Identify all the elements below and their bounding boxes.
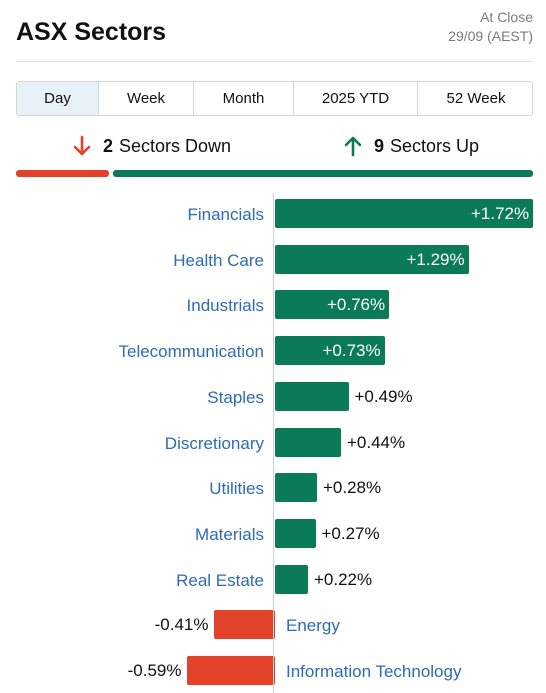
sector-label-materials[interactable]: Materials xyxy=(195,524,264,544)
sectors-up-summary: 9 Sectors Up xyxy=(342,135,479,157)
header-divider xyxy=(16,61,533,62)
sector-label-telecommunication[interactable]: Telecommunication xyxy=(118,342,264,362)
bar-financials xyxy=(275,199,533,228)
bar-utilities xyxy=(275,473,317,503)
tab-day[interactable]: Day xyxy=(17,82,99,115)
bar-information-technology xyxy=(186,656,275,685)
value-label-telecommunication: +0.73% xyxy=(322,341,381,361)
bar-real-estate xyxy=(275,564,308,594)
value-label-discretionary: +0.44% xyxy=(347,432,406,452)
sector-label-health-care[interactable]: Health Care xyxy=(173,250,264,270)
tab-52-week[interactable]: 52 Week xyxy=(446,90,506,107)
sector-label-information-technology[interactable]: Information Technology xyxy=(286,662,462,681)
sector-label-energy[interactable]: Energy xyxy=(286,616,340,636)
sector-label-discretionary[interactable]: Discretionary xyxy=(164,433,264,453)
close-status: At Close xyxy=(480,9,533,25)
sector-label-staples[interactable]: Staples xyxy=(207,387,264,407)
close-date: 29/09 (AEST) xyxy=(448,28,533,44)
arrow-down-icon xyxy=(73,135,91,156)
tab-month[interactable]: Month xyxy=(194,82,294,115)
tab-2025-ytd[interactable]: 2025 YTD xyxy=(294,82,418,115)
sectors-down-summary: 2 Sectors Down xyxy=(71,135,231,157)
tab-week[interactable]: Week xyxy=(99,82,194,115)
sector-label-utilities[interactable]: Utilities xyxy=(209,479,264,499)
sectors-down-label: Sectors Down xyxy=(119,135,232,156)
bar-telecommunication xyxy=(275,336,385,366)
bar-health-care xyxy=(275,244,469,274)
period-tabs: Day Week Month 2025 YTD 52 Week xyxy=(16,81,533,116)
sector-label-financials[interactable]: Financials xyxy=(187,205,264,224)
value-label-utilities: +0.28% xyxy=(323,478,382,498)
sectors-down-count: 2 xyxy=(103,135,114,156)
value-label-health-care: +1.29% xyxy=(406,249,465,269)
value-label-energy: -0.41% xyxy=(154,615,209,635)
sector-label-industrials[interactable]: Industrials xyxy=(186,296,264,316)
sector-label-real-estate[interactable]: Real Estate xyxy=(176,570,264,590)
bar-energy xyxy=(213,610,275,640)
value-label-real-estate: +0.22% xyxy=(314,569,373,589)
zero-axis-line xyxy=(273,193,274,693)
bar-staples xyxy=(275,381,349,411)
sectors-up-count: 9 xyxy=(374,135,385,156)
page-title: ASX Sectors xyxy=(16,18,167,46)
bar-materials xyxy=(275,518,316,548)
value-label-materials: +0.27% xyxy=(321,523,380,543)
value-label-information-technology: -0.59% xyxy=(127,661,182,680)
arrow-up-icon xyxy=(344,136,362,157)
down-ratio-bar xyxy=(16,170,109,177)
up-ratio-bar xyxy=(113,170,533,177)
sectors-up-label: Sectors Up xyxy=(390,135,480,156)
bar-discretionary xyxy=(275,427,341,457)
value-label-industrials: +0.76% xyxy=(327,295,386,315)
close-timestamp: At Close 29/09 (AEST) xyxy=(448,8,533,46)
bar-industrials xyxy=(275,290,389,320)
value-label-staples: +0.49% xyxy=(354,386,413,406)
value-label-financials: +1.72% xyxy=(471,204,530,223)
